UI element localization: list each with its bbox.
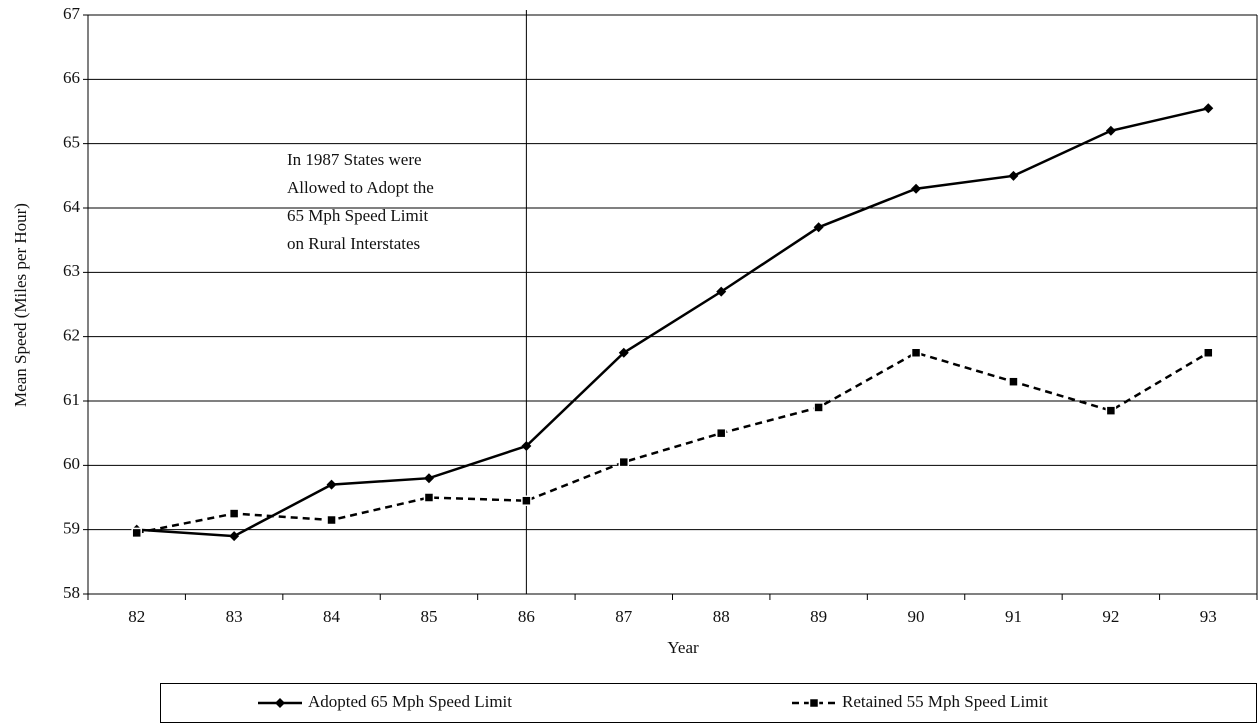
y-tick-label: 61 [63,390,80,409]
point [1008,170,1019,181]
legend-box [160,683,1257,723]
series-line [136,351,1209,535]
point [1203,103,1214,114]
annotation: on Rural Interstates [287,234,420,253]
y-tick-label: 64 [63,197,81,216]
y-tick-label: 58 [63,583,80,602]
point [131,527,142,539]
point [1203,347,1214,358]
point [521,495,532,506]
series-line [136,107,1209,538]
point [326,479,337,490]
point [423,473,434,484]
point [326,514,337,526]
y-tick-label: 63 [63,261,80,280]
point [911,183,922,194]
point [716,286,727,297]
legend-label: Adopted 65 Mph Speed Limit [308,692,512,711]
y-axis-label: Mean Speed (Miles per Hour) [11,203,30,407]
point [1008,376,1019,387]
annotation: 65 Mph Speed Limit [287,206,428,225]
y-tick-label: 60 [63,454,80,473]
point [808,697,820,709]
point [813,222,824,233]
annotation: Allowed to Adopt the [287,178,434,197]
y-tick-label: 66 [63,68,80,87]
point [229,531,240,542]
y-tick-label: 65 [63,133,80,152]
point [1105,405,1117,416]
x-tick-label: 85 [420,607,437,626]
point [423,492,435,503]
y-tick-label: 62 [63,326,80,345]
x-tick-label: 89 [810,607,827,626]
x-tick-label: 91 [1005,607,1022,626]
y-tick-label: 67 [63,4,81,23]
x-tick-label: 82 [128,607,145,626]
point [521,441,532,452]
point [910,347,922,358]
x-axis-label: Year [667,638,699,657]
x-tick-label: 84 [323,607,341,626]
x-tick-label: 92 [1102,607,1119,626]
point [618,456,630,468]
annotation: In 1987 States were [287,150,422,169]
point [275,698,285,708]
point [618,347,629,358]
point [813,402,824,413]
x-tick-label: 93 [1200,607,1217,626]
x-tick-label: 90 [908,607,925,626]
x-tick-label: 88 [713,607,730,626]
y-tick-label: 59 [63,519,80,538]
point [228,508,240,519]
point [715,427,727,439]
point [1105,125,1116,136]
x-tick-label: 83 [226,607,243,626]
legend-label: Retained 55 Mph Speed Limit [842,692,1048,711]
x-tick-label: 86 [518,607,535,626]
x-tick-label: 87 [615,607,633,626]
